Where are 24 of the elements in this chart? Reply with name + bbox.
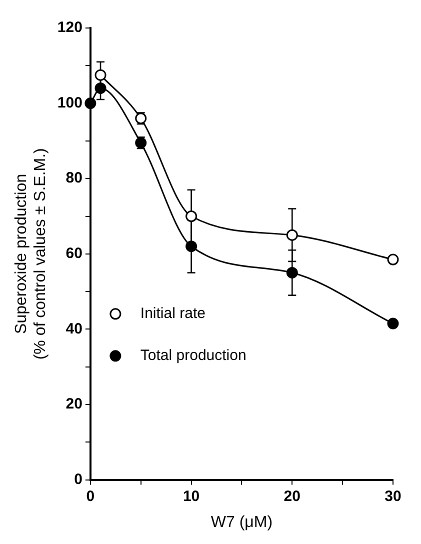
x-axis-title: W7 (μM) — [210, 514, 273, 531]
x-tick-label: 20 — [284, 488, 300, 505]
x-tick-label: 10 — [182, 488, 200, 505]
point — [286, 266, 298, 278]
legend-label: Initial rate — [140, 305, 206, 322]
point — [186, 240, 198, 252]
point — [387, 318, 399, 330]
x-tick-label: 0 — [86, 488, 95, 505]
point — [286, 229, 298, 241]
y-tick-label: 80 — [66, 170, 82, 187]
point — [94, 82, 106, 94]
y-tick-label: 120 — [57, 19, 82, 36]
y-axis-title: Superoxide production (% of control values ± S.E.M.) — [13, 148, 50, 360]
x-tick-label: 30 — [384, 488, 402, 505]
point — [94, 69, 106, 81]
y-tick-label: 40 — [66, 320, 82, 338]
point — [186, 210, 198, 222]
y-tick-label: 0 — [74, 470, 82, 488]
y-tick-label: 100 — [57, 94, 82, 112]
y-tick-label: 60 — [66, 245, 82, 262]
legend-label: Total production — [140, 347, 246, 364]
point — [84, 98, 96, 110]
y-tick-label: 20 — [66, 396, 82, 413]
point — [387, 254, 399, 266]
